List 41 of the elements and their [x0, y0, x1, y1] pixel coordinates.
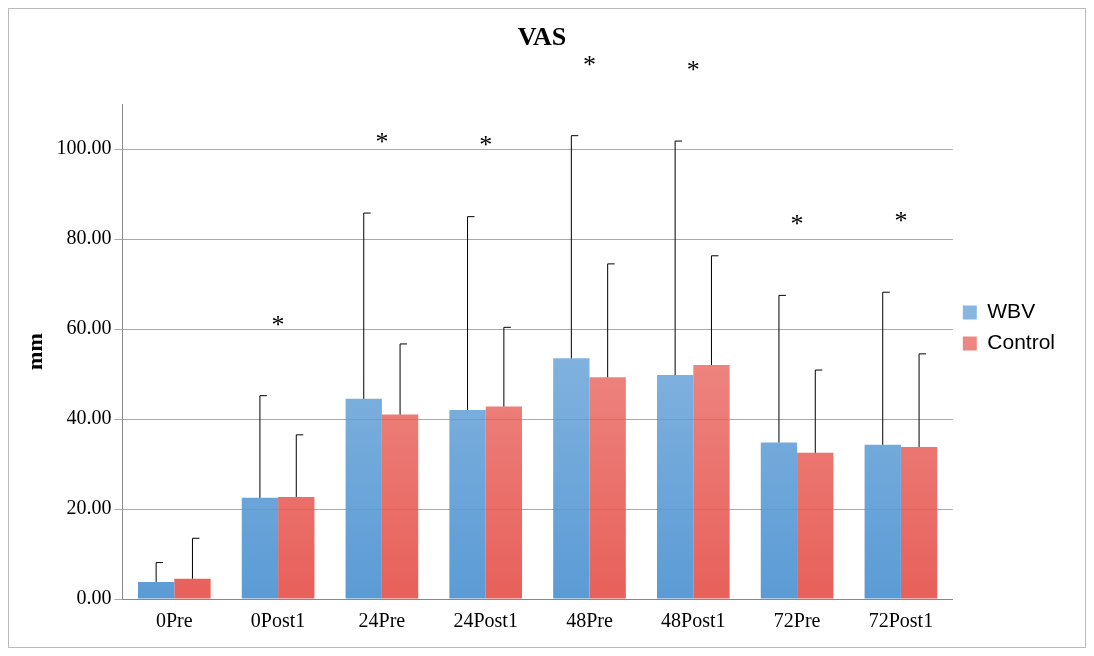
legend-label: WBV: [987, 299, 1036, 323]
annotation: *: [375, 126, 389, 156]
bar: [760, 442, 798, 599]
annotation: *: [894, 206, 908, 236]
x-tick-label: 72Post1: [868, 609, 934, 632]
chart-title: VAS: [517, 22, 567, 52]
x-tick-label: 48Pre: [566, 609, 613, 632]
y-tick-label: 80.00: [66, 226, 112, 249]
x-tick-label: 24Post1: [453, 609, 518, 632]
y-tick-label: 60.00: [66, 316, 112, 339]
annotation: *: [271, 309, 285, 339]
x-tick-label: 72Pre: [773, 609, 821, 632]
annotation: *: [790, 209, 804, 239]
bar: [656, 374, 694, 599]
bar: [485, 406, 523, 599]
y-axis-title: mm: [21, 333, 47, 370]
bar: [174, 578, 211, 599]
x-tick-label: 0Post1: [250, 609, 306, 632]
bar: [381, 414, 419, 599]
x-tick-label: 24Pre: [358, 609, 406, 632]
bar: [241, 497, 279, 599]
bar: [553, 358, 590, 599]
annotation: *: [479, 130, 493, 160]
bar: [693, 365, 730, 599]
y-tick-label: 100.00: [56, 136, 112, 159]
bar: [864, 444, 901, 599]
bar: [137, 581, 175, 599]
text: *: [686, 54, 700, 84]
y-tick-label: 0.00: [76, 586, 112, 609]
x-tick-label: 0Pre: [155, 609, 193, 632]
y-tick-label: 20.00: [66, 496, 112, 519]
legend-label: Control: [987, 330, 1056, 354]
bar: [900, 446, 938, 599]
bar: [449, 410, 486, 599]
bar: [345, 398, 382, 599]
y-tick-label: 40.00: [66, 406, 112, 429]
text: *: [583, 49, 596, 79]
bar: [797, 452, 834, 599]
bar: [589, 377, 626, 599]
x-tick-label: 48Post1: [661, 609, 726, 632]
bar: [278, 496, 315, 599]
